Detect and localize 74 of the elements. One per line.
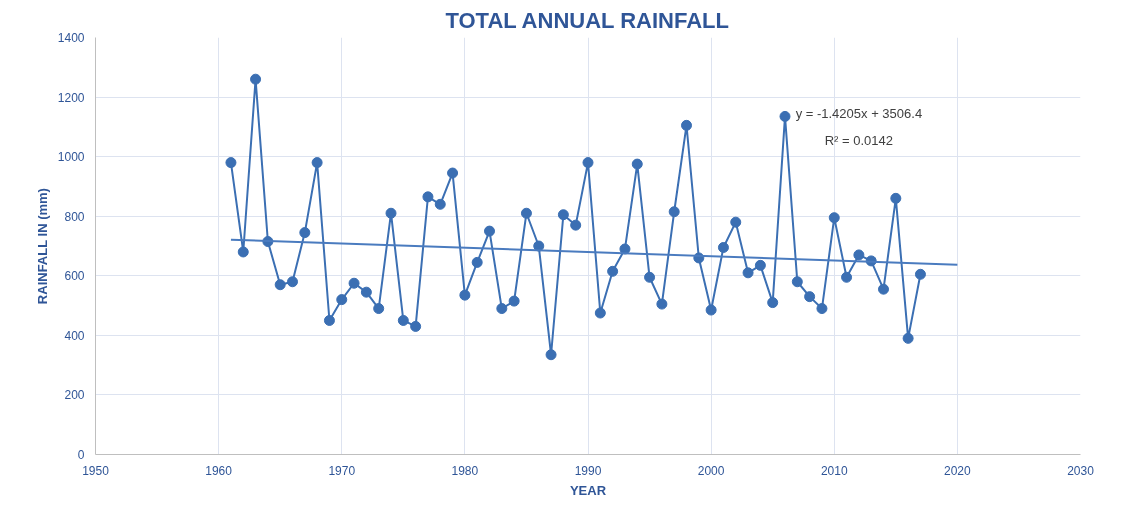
point — [681, 119, 692, 131]
point — [914, 268, 926, 280]
point — [841, 271, 853, 283]
point — [348, 277, 360, 289]
point — [225, 157, 237, 169]
point — [705, 304, 717, 316]
x-tick-label: 2010 — [820, 463, 848, 478]
x-axis-title: YEAR — [569, 482, 607, 498]
y-tick-label: 600 — [64, 269, 85, 284]
point — [570, 219, 582, 231]
point — [274, 279, 286, 291]
y-tick-label: 1200 — [57, 90, 85, 105]
point — [742, 267, 754, 279]
point — [336, 294, 348, 306]
y-tick-label: 1000 — [57, 150, 85, 165]
point — [791, 276, 803, 288]
point — [385, 207, 397, 219]
point — [594, 307, 606, 319]
point — [287, 276, 298, 288]
point — [299, 227, 311, 239]
y-tick-label: 800 — [64, 209, 85, 224]
y-tick-label: 1400 — [57, 31, 85, 45]
x-tick-label: 1950 — [82, 463, 110, 478]
x-tick-label: 1970 — [328, 463, 356, 478]
chart-title: TOTAL ANNUAL RAINFALL — [445, 7, 729, 33]
point — [311, 157, 323, 169]
point — [668, 206, 680, 218]
point — [902, 332, 914, 344]
point — [816, 303, 828, 315]
x-tick-label: 2000 — [697, 463, 725, 478]
point — [471, 256, 483, 268]
y-tick-label: 400 — [64, 328, 85, 343]
point — [508, 295, 520, 307]
point — [410, 320, 422, 332]
point — [434, 198, 446, 210]
y-tick-label: 0 — [77, 448, 85, 462]
point — [250, 73, 262, 85]
point — [754, 259, 766, 271]
point — [767, 297, 779, 309]
x-tick-label: 2020 — [944, 463, 972, 478]
point — [360, 286, 372, 298]
point — [484, 225, 495, 237]
x-tick-label: 1960 — [205, 463, 233, 478]
point — [496, 303, 508, 315]
point — [397, 314, 409, 326]
point — [237, 246, 249, 258]
y-tick-label: 200 — [64, 388, 85, 403]
point — [890, 192, 902, 204]
point — [631, 158, 643, 170]
point — [779, 110, 791, 122]
point — [828, 212, 840, 224]
point — [717, 242, 729, 253]
point — [607, 265, 619, 277]
x-tick-label: 1980 — [451, 463, 479, 478]
point — [644, 271, 656, 283]
point — [447, 167, 459, 179]
x-tick-label: 2030 — [1067, 463, 1095, 478]
point — [545, 349, 557, 361]
x-tick-label: 1990 — [574, 463, 602, 478]
point — [582, 157, 594, 169]
point — [804, 291, 816, 303]
y-axis-title: RAINFALL IN (mm) — [34, 188, 50, 305]
point — [373, 303, 385, 315]
annotation: R² = 0.0142 — [824, 133, 894, 149]
point — [557, 209, 569, 221]
point — [459, 289, 471, 301]
annotation: y = -1.4205x + 3506.4 — [795, 105, 923, 121]
point — [323, 314, 335, 326]
point — [422, 191, 434, 203]
point — [853, 249, 865, 261]
point — [878, 283, 889, 295]
point — [656, 298, 668, 310]
point — [730, 216, 742, 228]
point — [520, 207, 532, 219]
